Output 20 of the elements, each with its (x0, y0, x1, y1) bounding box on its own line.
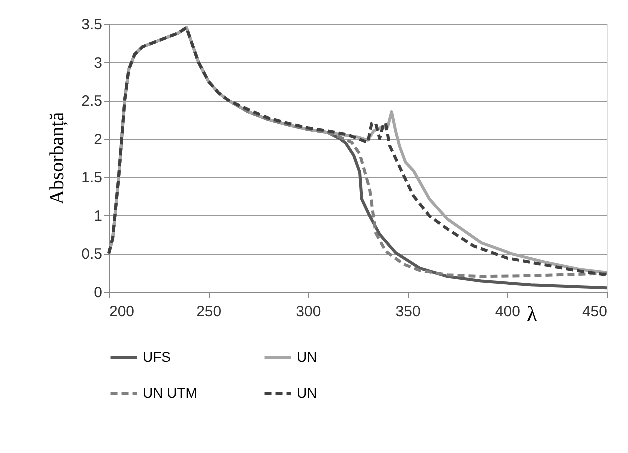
x-tick-label: 250 (196, 304, 222, 320)
legend-label: UN UTM (143, 385, 198, 401)
y-tick-label: 3.5 (82, 16, 102, 34)
y-tick-label: 2 (94, 131, 102, 148)
x-tick-label: 350 (396, 304, 421, 320)
legend-label: UFS (143, 349, 171, 365)
x-tick-label: 200 (110, 304, 135, 320)
y-tick-label: 2.5 (82, 93, 102, 110)
y-tick-label: 0.5 (82, 246, 102, 264)
y-tick-label: 1 (94, 208, 102, 225)
legend-label: UN (297, 385, 318, 401)
legend-label: UN (297, 349, 318, 365)
x-tick-label: 400 (495, 304, 520, 320)
y-tick-label: 0 (94, 284, 102, 302)
x-tick-label: 300 (296, 304, 322, 320)
y-axis-title: Absorbanță (46, 112, 69, 205)
y-tick-label: 1.5 (82, 170, 102, 187)
x-tick-label: 450 (582, 304, 608, 320)
x-axis-title: λ (526, 302, 538, 326)
y-tick-label: 3 (94, 54, 102, 72)
